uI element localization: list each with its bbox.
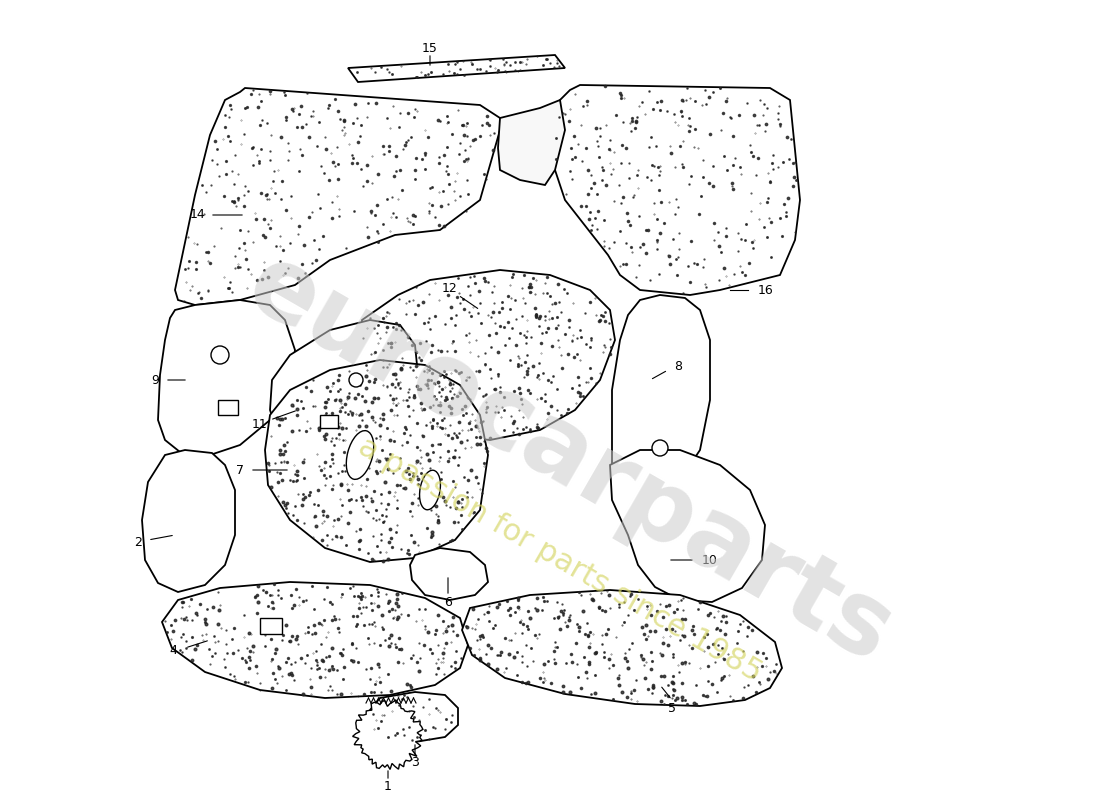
- Polygon shape: [370, 692, 458, 742]
- Text: 1: 1: [384, 781, 392, 794]
- Text: eurocarparts: eurocarparts: [230, 236, 910, 684]
- Polygon shape: [348, 55, 565, 82]
- Text: 15: 15: [422, 42, 438, 54]
- Text: 9: 9: [151, 374, 158, 386]
- Text: 3: 3: [411, 755, 419, 769]
- Polygon shape: [556, 85, 800, 295]
- Text: 8: 8: [674, 359, 682, 373]
- Circle shape: [349, 373, 363, 387]
- Polygon shape: [410, 548, 488, 600]
- Polygon shape: [175, 88, 500, 305]
- Polygon shape: [498, 100, 565, 185]
- Text: 16: 16: [758, 283, 773, 297]
- Circle shape: [652, 440, 668, 456]
- Polygon shape: [353, 700, 422, 770]
- Polygon shape: [612, 295, 710, 502]
- Text: 5: 5: [668, 702, 676, 714]
- Text: 4: 4: [169, 645, 177, 658]
- Bar: [218, 400, 238, 415]
- Bar: [260, 618, 282, 634]
- Text: 10: 10: [702, 554, 718, 566]
- Text: a passion for parts since 1985: a passion for parts since 1985: [353, 432, 767, 688]
- Polygon shape: [142, 450, 235, 592]
- Circle shape: [211, 346, 229, 364]
- Polygon shape: [270, 320, 418, 465]
- Polygon shape: [462, 590, 782, 706]
- Polygon shape: [265, 360, 488, 562]
- Polygon shape: [158, 300, 295, 455]
- Text: 12: 12: [442, 282, 458, 294]
- Text: 7: 7: [236, 463, 244, 477]
- Ellipse shape: [346, 430, 374, 479]
- Polygon shape: [610, 450, 764, 602]
- Polygon shape: [360, 270, 615, 440]
- Text: 6: 6: [444, 595, 452, 609]
- Text: 2: 2: [134, 537, 142, 550]
- Text: 11: 11: [252, 418, 268, 430]
- Text: 14: 14: [190, 209, 206, 222]
- Polygon shape: [162, 582, 468, 698]
- Bar: [320, 415, 338, 428]
- Ellipse shape: [419, 470, 440, 510]
